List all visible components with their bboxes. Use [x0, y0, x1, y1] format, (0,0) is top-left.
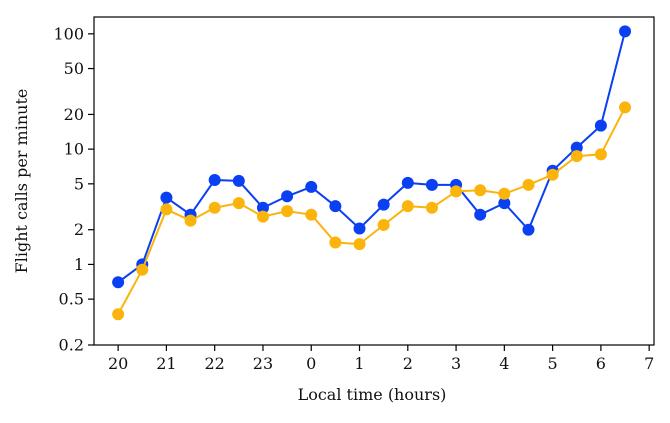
- x-axis-ticks: 20 21 22 23 0 1 2 3 4 5 6 7: [108, 345, 654, 373]
- y-tick-label: 50: [64, 59, 84, 78]
- y-tick-label: 0.5: [59, 290, 84, 309]
- series-1-point: [112, 276, 125, 289]
- series-1-point: [401, 176, 414, 189]
- x-axis-label: Local time (hours): [298, 385, 447, 404]
- series-2-point: [594, 148, 607, 161]
- series-2-point: [208, 201, 221, 214]
- series-2-point: [425, 201, 438, 214]
- series-2-point: [329, 236, 342, 249]
- y-tick-label: 0.2: [59, 336, 84, 355]
- series-1-point: [232, 174, 245, 187]
- series-1-point: [281, 190, 294, 203]
- series-2-point: [184, 214, 197, 227]
- series-2-point: [619, 101, 632, 114]
- series-2-point: [522, 178, 535, 191]
- series-2-point: [450, 185, 463, 198]
- series-2-point: [112, 308, 125, 321]
- y-axis-label: Flight calls per minute: [12, 89, 31, 274]
- x-tick-label: 7: [644, 354, 654, 373]
- series-1-point: [594, 119, 607, 132]
- series-1-point: [160, 191, 173, 204]
- x-tick-label: 3: [451, 354, 461, 373]
- series-1-point: [522, 223, 535, 236]
- series-1-point: [329, 200, 342, 213]
- series-2-point: [570, 150, 583, 163]
- series-2-point: [232, 197, 245, 210]
- series-1-point: [474, 208, 487, 221]
- series-1-point: [353, 222, 366, 235]
- x-tick-label: 1: [354, 354, 364, 373]
- series-1: [112, 25, 632, 289]
- y-tick-label: 20: [64, 105, 84, 124]
- series-1-point: [619, 25, 632, 38]
- x-tick-label: 23: [253, 354, 273, 373]
- series-1-point: [377, 198, 390, 211]
- series-2-point: [281, 205, 294, 218]
- series-1-point: [208, 173, 221, 186]
- series-2-point: [136, 263, 149, 276]
- x-tick-label: 21: [156, 354, 176, 373]
- series-2-point: [160, 203, 173, 216]
- series-2-line: [117, 106, 626, 315]
- series-1-point: [305, 180, 318, 193]
- series-1-point: [570, 141, 583, 154]
- series-2-point: [377, 218, 390, 231]
- x-tick-label: 4: [499, 354, 509, 373]
- x-tick-label: 22: [205, 354, 225, 373]
- x-tick-label: 0: [306, 354, 316, 373]
- series-1-line: [117, 31, 626, 284]
- series-2-point: [353, 238, 366, 251]
- series-2: [112, 101, 632, 321]
- y-tick-label: 5: [74, 174, 84, 193]
- series-2-point: [474, 184, 487, 197]
- series-2-point: [305, 208, 318, 221]
- series-2-point: [498, 187, 511, 200]
- series-1-point: [256, 201, 269, 214]
- series-2-point: [256, 210, 269, 223]
- series-layer: [112, 25, 632, 321]
- y-tick-label: 100: [53, 24, 84, 43]
- x-tick-label: 6: [596, 354, 606, 373]
- x-tick-label: 2: [403, 354, 413, 373]
- x-tick-label: 5: [548, 354, 558, 373]
- series-1-point: [425, 178, 438, 191]
- series-1-point: [498, 197, 511, 210]
- y-tick-label: 1: [74, 255, 84, 274]
- series-2-point: [401, 200, 414, 213]
- y-tick-label: 2: [74, 220, 84, 239]
- y-tick-label: 10: [64, 140, 84, 159]
- axes-frame: [93, 16, 655, 346]
- series-2-point: [546, 168, 559, 181]
- y-axis-ticks: 0.2 0.5 1 2 5 10 20 50 100: [53, 24, 94, 355]
- x-tick-label: 20: [108, 354, 128, 373]
